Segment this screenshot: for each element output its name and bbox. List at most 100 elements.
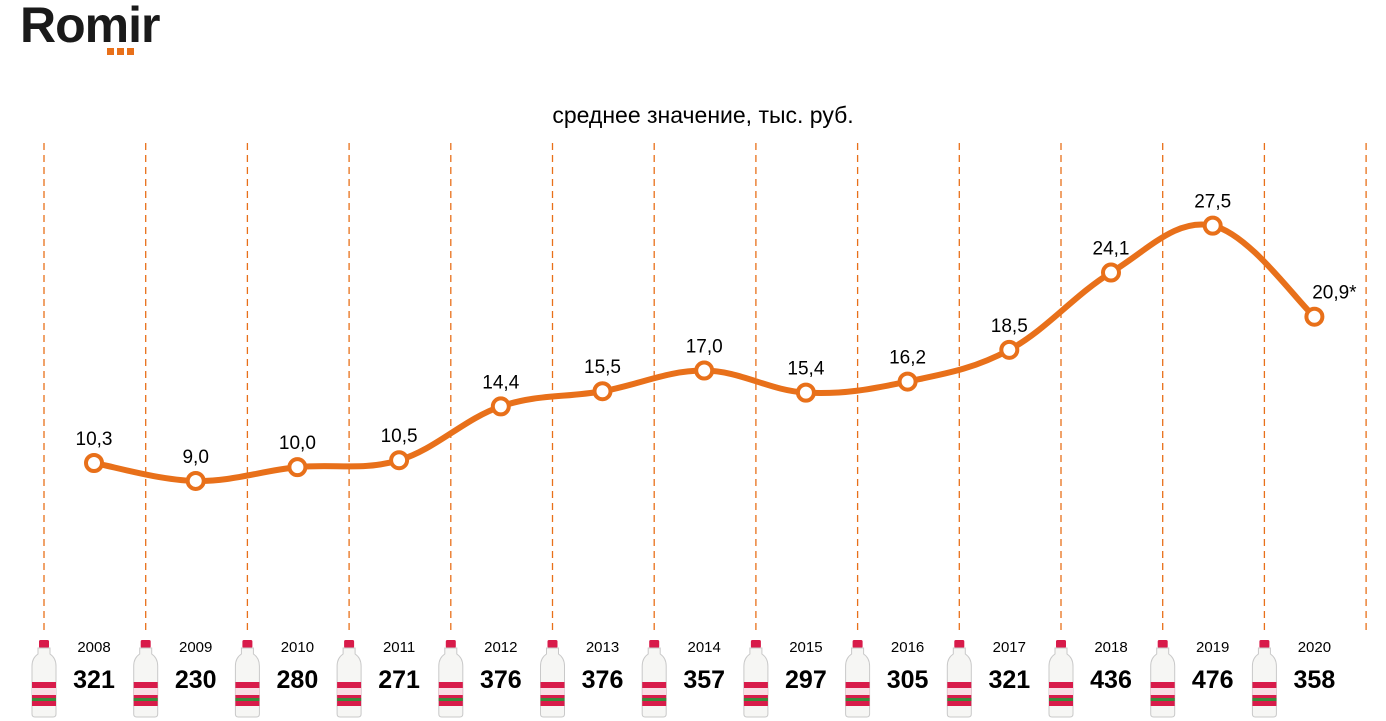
bottle-label-stripe [32, 698, 56, 701]
data-label: 16,2 [889, 348, 926, 369]
bottle-label-stripe [133, 698, 158, 701]
bottle-label-band [133, 688, 158, 695]
data-label: 15,4 [787, 359, 824, 380]
bottle-label-band [1252, 688, 1277, 695]
bottle-cap [954, 640, 965, 648]
milk-bottle-icon [845, 640, 871, 718]
bottle-cap [547, 640, 558, 648]
data-point [999, 339, 1020, 360]
bottle-cap [344, 640, 355, 648]
data-point [1202, 215, 1223, 236]
milk-bottle-icon [743, 640, 769, 718]
bottle-label-band [642, 688, 667, 695]
bottle-cap [39, 640, 49, 648]
data-label: 10,0 [279, 433, 316, 454]
year-tick-label: 2011 [383, 639, 415, 656]
bottle-count-label: 297 [785, 666, 827, 694]
chart-title: среднее значение, тыс. руб. [552, 102, 853, 128]
data-label: 20,9* [1312, 283, 1357, 304]
year-tick-label: 2009 [179, 639, 212, 656]
bottle-count-label: 376 [582, 666, 624, 694]
data-point [490, 396, 511, 417]
year-tick-label: 2016 [891, 639, 924, 656]
bottle-label-stripe [845, 698, 870, 701]
data-label: 27,5 [1194, 192, 1231, 213]
bottle-count-label: 280 [277, 666, 319, 694]
year-tick-label: 2013 [586, 639, 619, 656]
data-point [592, 381, 613, 402]
bottle-label-band [743, 688, 768, 695]
bottle-cap [1157, 640, 1168, 648]
bottle-label-band [1150, 688, 1175, 695]
data-point [84, 453, 104, 473]
bottle-label-band [845, 688, 870, 695]
milk-bottle-icon [438, 640, 464, 718]
bottle-cap [445, 640, 456, 648]
data-point [1304, 306, 1325, 327]
data-label: 9,0 [182, 447, 208, 468]
romir-logo: Romir [20, 0, 160, 55]
year-tick-label: 2014 [688, 639, 721, 656]
logo-text: Romir [20, 0, 160, 53]
data-label: 14,4 [482, 372, 519, 393]
bottle-count-label: 436 [1090, 666, 1132, 694]
milk-bottle-icon [1150, 640, 1176, 718]
bottle-label-stripe [438, 698, 463, 701]
bottle-cap [750, 640, 761, 648]
data-label: 10,5 [381, 426, 418, 447]
milk-bottle-icon [1251, 640, 1277, 718]
milk-bottle-icon [31, 640, 57, 718]
bottle-label-stripe [743, 698, 768, 701]
milk-bottle-icon [641, 640, 667, 718]
data-point [185, 470, 206, 491]
bottle-cap [140, 640, 151, 648]
bottle-cap [1259, 640, 1270, 648]
year-tick-label: 2008 [77, 639, 110, 656]
milk-bottle-icon [133, 640, 159, 718]
data-point [694, 360, 715, 381]
data-point [389, 450, 410, 471]
year-tick-label: 2019 [1196, 639, 1229, 656]
bottle-count-label: 358 [1294, 666, 1336, 694]
milk-bottle-icon [946, 640, 972, 718]
bottle-cap [852, 640, 863, 648]
year-tick-label: 2020 [1298, 639, 1331, 656]
bottle-count-label: 357 [683, 666, 725, 694]
bottle-label-band [337, 688, 362, 695]
bottle-label-stripe [1150, 698, 1175, 701]
bottle-label-stripe [947, 698, 972, 701]
bottle-cap [649, 640, 660, 648]
bottle-label-stripe [540, 698, 565, 701]
bottle-count-label: 321 [988, 666, 1030, 694]
bottle-count-label: 271 [378, 666, 420, 694]
bottle-label-stripe [235, 698, 260, 701]
bottle-label-band [1049, 688, 1073, 695]
year-tick-label: 2015 [789, 639, 822, 656]
milk-bottle-icon [234, 640, 260, 718]
data-point [897, 371, 918, 392]
year-tick-label: 2018 [1094, 639, 1127, 656]
milk-bottle-icon [540, 640, 565, 718]
year-tick-label: 2017 [993, 639, 1026, 656]
data-label: 18,5 [991, 316, 1028, 337]
bottle-label-stripe [1252, 698, 1277, 701]
data-point [795, 382, 816, 403]
bottle-count-label: 305 [887, 666, 929, 694]
year-tick-label: 2010 [281, 639, 314, 656]
data-label: 10,3 [76, 429, 113, 450]
data-label: 15,5 [584, 357, 621, 378]
data-point [1101, 262, 1121, 283]
bottle-count-label: 230 [175, 666, 217, 694]
bottle-count-label: 321 [73, 666, 115, 694]
data-label: 17,0 [686, 337, 723, 358]
bottle-label-stripe [1049, 698, 1073, 701]
bottle-count-label: 476 [1192, 666, 1234, 694]
bottle-cap [242, 640, 253, 648]
year-tick-label: 2012 [484, 639, 517, 656]
milk-bottle-icon [1048, 640, 1074, 718]
bottle-label-band [235, 688, 260, 695]
bottle-label-band [32, 688, 56, 695]
bottle-label-stripe [642, 698, 667, 701]
bottle-label-band [947, 688, 972, 695]
